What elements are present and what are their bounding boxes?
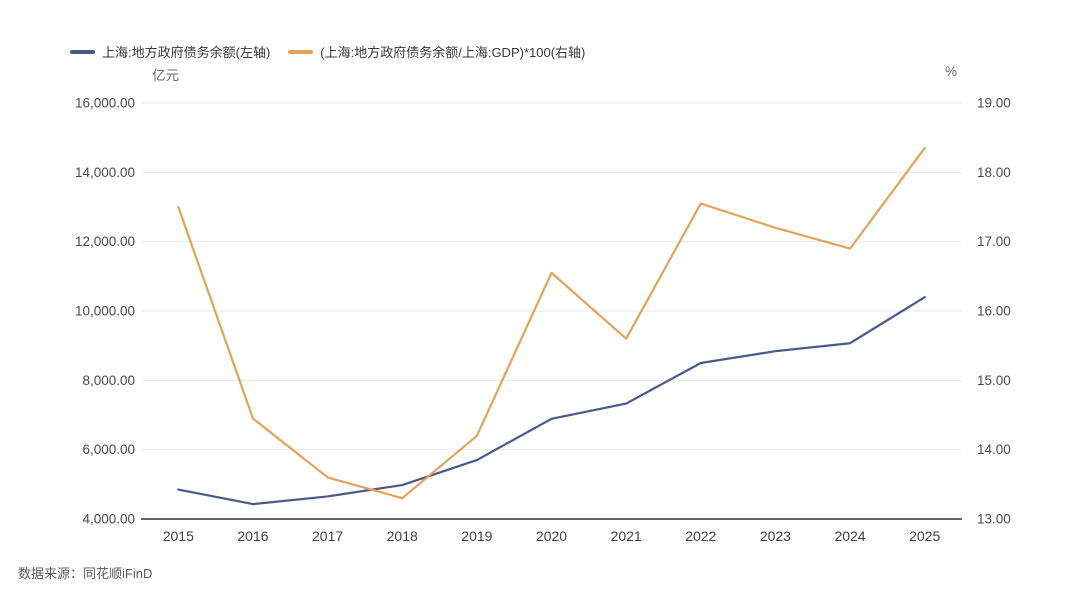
right-axis-unit-label: % — [945, 64, 958, 79]
left-axis-tick-label: 16,000.00 — [75, 96, 135, 111]
legend-item-debt-balance: 上海:地方政府债务余额(左轴) — [70, 42, 270, 61]
right-axis-tick-label: 15.00 — [977, 373, 1011, 388]
legend-item-debt-gdp-ratio: (上海:地方政府债务余额/上海:GDP)*100(右轴) — [288, 42, 585, 61]
left-axis-tick-label: 8,000.00 — [82, 373, 135, 388]
series-line-debt-balance — [177, 296, 926, 506]
left-axis-tick-label: 14,000.00 — [75, 165, 135, 180]
x-axis-tick-label: 2017 — [312, 528, 343, 544]
left-axis-unit-label: 亿元 — [152, 68, 179, 83]
x-axis-tick-label: 2025 — [909, 528, 940, 544]
right-axis-tick-label: 13.00 — [977, 512, 1011, 527]
x-axis-tick-label: 2020 — [536, 528, 567, 544]
legend-swatch-orange-line — [288, 49, 314, 54]
legend-label: 上海:地方政府债务余额(左轴) — [102, 45, 271, 60]
x-axis-tick-label: 2021 — [611, 528, 642, 544]
x-axis-tick-label: 2018 — [387, 528, 418, 544]
left-axis-tick-label: 12,000.00 — [75, 234, 135, 249]
right-axis-tick-label: 18.00 — [977, 165, 1011, 180]
x-axis-tick-label: 2023 — [760, 528, 791, 544]
right-axis-tick-label: 14.00 — [977, 442, 1011, 457]
left-axis-tick-label: 4,000.00 — [82, 512, 135, 527]
data-source-text: 数据来源：同花顺iFinD — [18, 566, 153, 581]
right-axis-tick-label: 19.00 — [977, 96, 1011, 111]
x-axis-tick-label: 2019 — [461, 528, 492, 544]
right-axis-tick-label: 17.00 — [977, 234, 1011, 249]
left-axis-tick-label: 6,000.00 — [82, 442, 135, 457]
legend-swatch-blue-line — [70, 49, 95, 54]
left-axis-tick-label: 10,000.00 — [75, 304, 135, 319]
x-axis-tick-label: 2024 — [834, 528, 865, 544]
series-line-debt-gdp-ratio — [177, 146, 926, 500]
x-axis-tick-label: 2022 — [685, 528, 716, 544]
chart-legend: 上海:地方政府债务余额(左轴) (上海:地方政府债务余额/上海:GDP)*100… — [70, 42, 585, 61]
right-axis-tick-label: 16.00 — [977, 304, 1011, 319]
x-axis-tick-label: 2016 — [237, 528, 268, 544]
legend-label: (上海:地方政府债务余额/上海:GDP)*100(右轴) — [320, 45, 586, 60]
x-axis-tick-label: 2015 — [163, 528, 194, 544]
